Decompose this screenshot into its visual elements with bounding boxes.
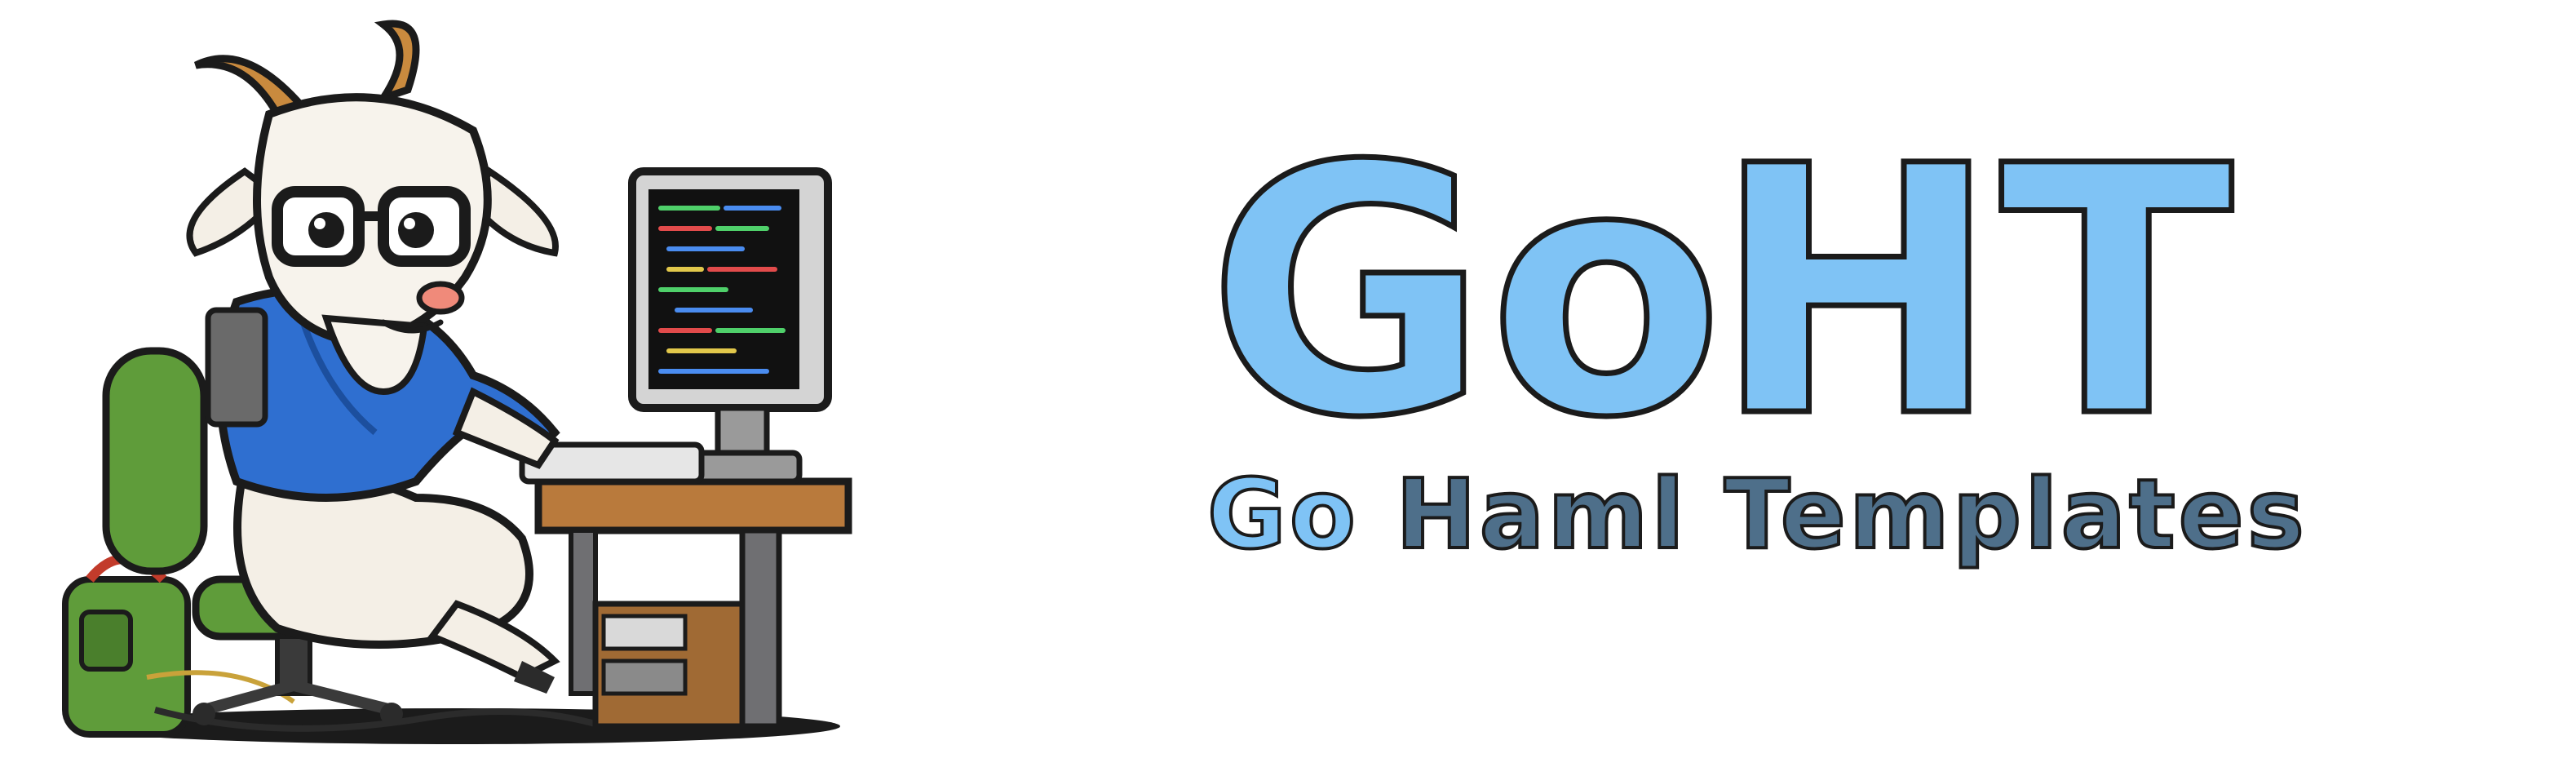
keyboard xyxy=(519,441,705,485)
glasses xyxy=(272,186,471,267)
goat-head xyxy=(186,20,559,396)
computer-monitor xyxy=(628,167,832,485)
subtitle-haml-templates: Haml Templates xyxy=(1394,456,2308,572)
title-ht: HT xyxy=(1711,94,2237,493)
logo-title: Go HT xyxy=(1204,94,2333,493)
logo-subtitle: Go Haml Templates xyxy=(1206,456,2333,572)
wooden-desk xyxy=(534,477,852,729)
title-go: Go xyxy=(1204,94,1726,493)
green-backpack xyxy=(62,554,191,738)
goat-programmer-illustration xyxy=(62,20,852,744)
goht-wordmark: Go HT Go Haml Templates xyxy=(1204,94,2333,604)
subtitle-go: Go xyxy=(1206,456,1359,572)
